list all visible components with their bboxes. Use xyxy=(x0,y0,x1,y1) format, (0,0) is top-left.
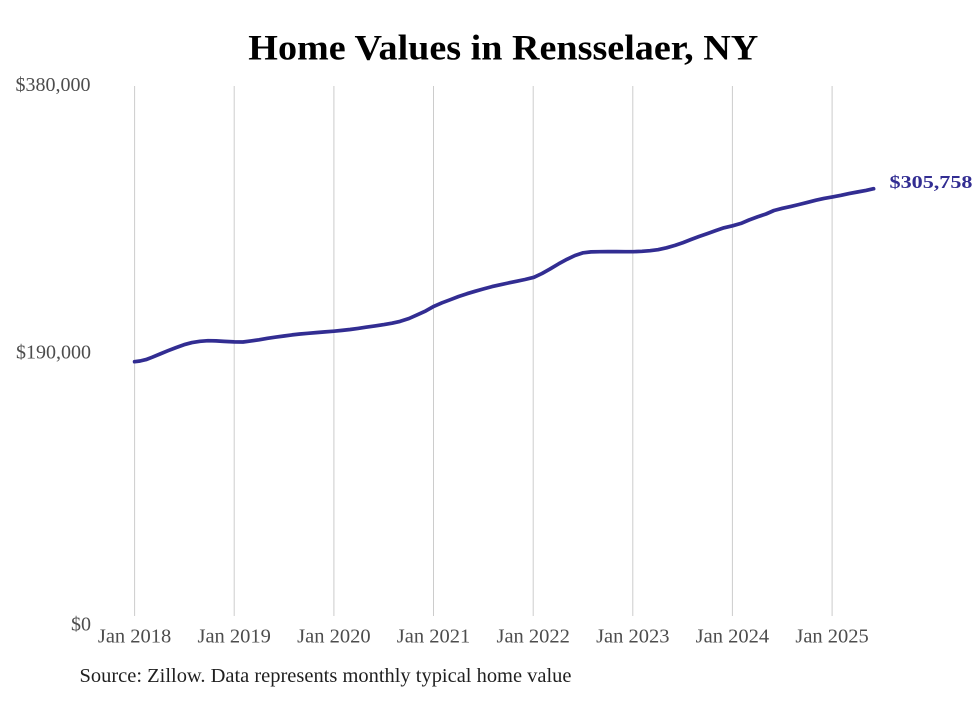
svg-text:Jan 2023: Jan 2023 xyxy=(596,625,669,647)
svg-text:$190,000: $190,000 xyxy=(16,341,91,363)
svg-text:$0: $0 xyxy=(71,614,91,636)
svg-text:Jan 2018: Jan 2018 xyxy=(98,625,171,647)
svg-text:Jan 2025: Jan 2025 xyxy=(795,625,868,647)
svg-text:Jan 2024: Jan 2024 xyxy=(696,625,769,647)
svg-text:$380,000: $380,000 xyxy=(16,74,91,96)
svg-text:Jan 2019: Jan 2019 xyxy=(197,625,270,647)
svg-text:Source: Zillow. Data represent: Source: Zillow. Data represents monthly … xyxy=(80,665,572,687)
svg-text:Home Values in Rensselaer, NY: Home Values in Rensselaer, NY xyxy=(248,27,758,67)
svg-text:$305,758: $305,758 xyxy=(890,172,973,192)
svg-text:Jan 2020: Jan 2020 xyxy=(297,625,370,647)
svg-text:Jan 2022: Jan 2022 xyxy=(496,625,569,647)
svg-text:Jan 2021: Jan 2021 xyxy=(397,625,470,647)
